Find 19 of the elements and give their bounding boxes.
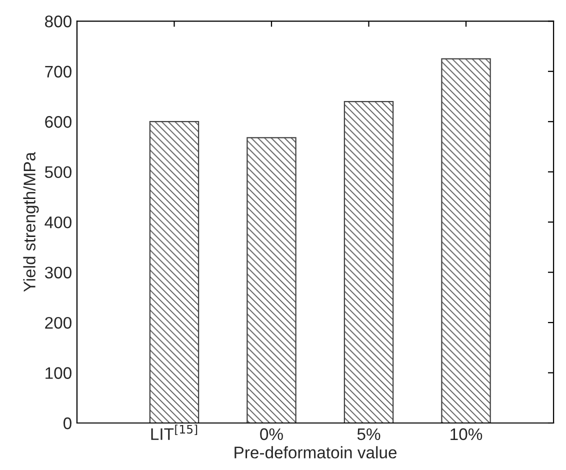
y-tick-label: 700 — [45, 66, 72, 78]
y-tick-label: 100 — [46, 367, 72, 379]
x-tick-label: 5% — [357, 428, 380, 440]
bar — [344, 100, 394, 423]
bar — [441, 58, 491, 423]
x-tick-label: 0% — [260, 428, 283, 440]
y-tick-label: 400 — [44, 216, 72, 228]
y-tick-label: 800 — [45, 16, 72, 28]
y-tick-label: 200 — [45, 316, 72, 329]
x-tick-label: LIT$^{[15]}$ — [151, 424, 198, 440]
x-axis-title: Pre-deformatoin value — [234, 446, 397, 458]
bar — [246, 137, 296, 423]
y-tick-label: 600 — [45, 116, 72, 128]
bar — [149, 121, 200, 423]
y-tick-label: 0 — [64, 417, 72, 430]
y-axis-title: Yield strength/MPa — [23, 152, 39, 292]
y-tick-label: 300 — [44, 266, 72, 279]
x-tick-label: 10% — [450, 428, 482, 440]
y-tick-label: 500 — [44, 166, 72, 178]
